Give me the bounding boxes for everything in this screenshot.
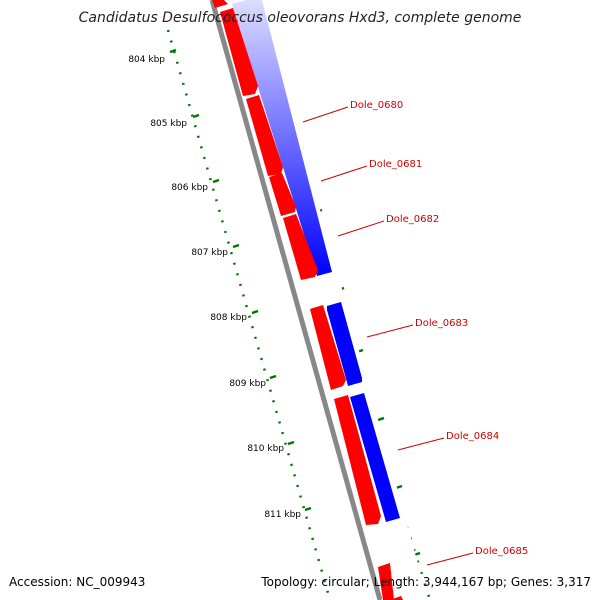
map-title: Candidatus Desulfococcus oleovorans Hxd3…	[79, 10, 522, 26]
leader-line	[366, 324, 414, 338]
kbp-label: 807 kbp	[191, 248, 228, 258]
scale-tick	[192, 113, 200, 119]
scale-labels: 804 kbp 805 kbp 806 kbp 807 kbp 808 kbp …	[128, 55, 301, 520]
kbp-label: 811 kbp	[264, 510, 301, 520]
gene-leader-lines	[302, 106, 474, 566]
gene-label[interactable]: Dole_0685	[475, 546, 528, 557]
gene-red-5	[310, 305, 346, 390]
genome-summary-text: Topology: circular; Length: 3,944,167 bp…	[260, 575, 591, 589]
kbp-label: 805 kbp	[150, 119, 187, 129]
gene-red-1	[220, 8, 258, 96]
kbp-label: 809 kbp	[229, 379, 266, 389]
gene-red-0	[212, 0, 228, 8]
leader-line	[337, 220, 385, 237]
gene-red-4	[283, 214, 318, 280]
scale-tick	[304, 506, 312, 512]
gene-blue-top	[232, 0, 332, 276]
gene-red-7	[378, 563, 394, 600]
scale-tick	[251, 309, 259, 315]
gene-label[interactable]: Dole_0684	[446, 431, 499, 442]
gene-label[interactable]: Dole_0682	[386, 214, 439, 225]
kbp-label: 810 kbp	[247, 444, 284, 454]
gene-blue-bottom	[350, 393, 400, 522]
scale-tick	[169, 48, 177, 54]
gene-label[interactable]: Dole_0680	[350, 100, 403, 111]
reverse-strand-genes	[232, 0, 400, 522]
scale-ticks	[169, 48, 312, 512]
gene-red-2	[246, 95, 283, 176]
outer-tick	[395, 484, 403, 490]
outer-tick	[377, 416, 385, 422]
gene-red-8	[390, 596, 403, 600]
forward-strand-genes	[212, 0, 403, 600]
scale-tick	[287, 440, 295, 446]
gene-red-6	[334, 395, 381, 525]
gene-blue-middle	[327, 302, 362, 386]
scale-tick	[232, 243, 240, 249]
gene-label[interactable]: Dole_0683	[415, 318, 468, 329]
kbp-label: 808 kbp	[210, 313, 247, 323]
scale-tick	[269, 374, 277, 380]
scale-tick	[212, 178, 220, 184]
genome-backbone	[209, 0, 383, 600]
gene-labels: Dole_0680 Dole_0681 Dole_0682 Dole_0683 …	[350, 100, 528, 557]
leader-line	[302, 106, 349, 123]
leader-line	[320, 165, 368, 182]
leader-line	[397, 437, 445, 451]
kbp-label: 804 kbp	[128, 55, 165, 65]
leader-line	[426, 552, 474, 566]
gene-red-3	[269, 173, 296, 216]
kbp-label: 806 kbp	[171, 183, 208, 193]
gene-label[interactable]: Dole_0681	[369, 159, 422, 170]
accession-text: Accession: NC_009943	[9, 575, 145, 589]
